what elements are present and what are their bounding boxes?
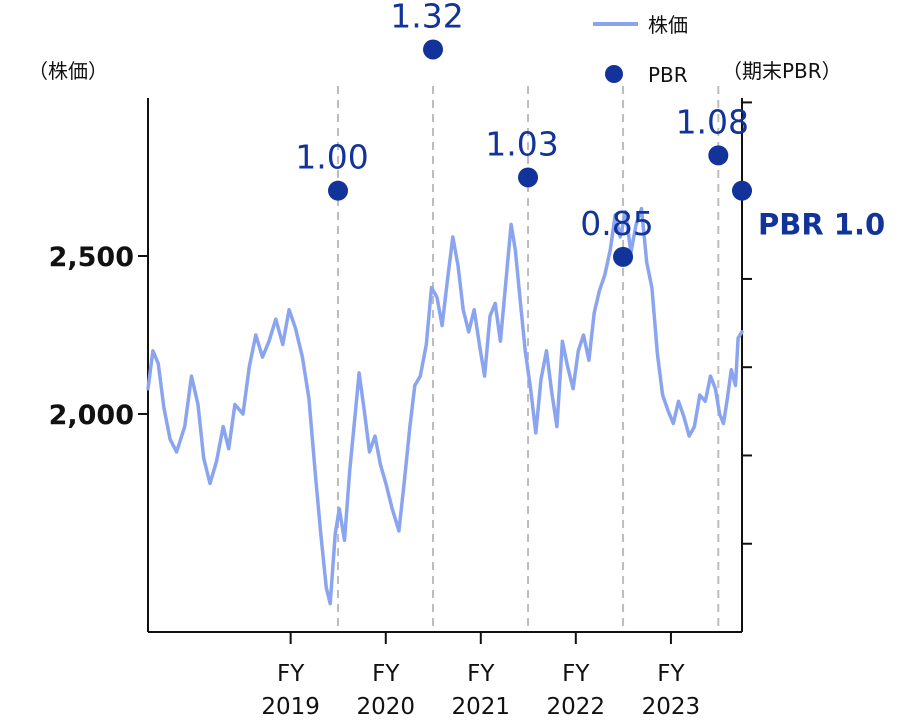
x-tick-year-4: 2023 — [642, 694, 701, 720]
pbr-marker-3 — [613, 246, 634, 267]
pbr-label-1: 1.32 — [390, 0, 463, 35]
price-line — [146, 206, 744, 606]
legend-price-label: 株価 — [648, 13, 688, 37]
x-tick-fy-1: FY — [372, 661, 400, 687]
x-axis-ticks: FY 2019 FY 2020 FY 2021 FY 2022 FY 2023 — [261, 632, 700, 720]
pbr-markers-layer: 1.00 1.32 1.03 0.85 1.08 PBR 1.0 — [295, 0, 885, 267]
right-axis-label: （期末PBR） — [722, 59, 842, 83]
x-tick-year-2: 2021 — [452, 694, 511, 720]
pbr-marker-2 — [518, 167, 539, 188]
left-axis-ticks: 2,500 2,000 — [49, 242, 148, 431]
legend-pbr-swatch — [605, 65, 623, 83]
pbr-marker-1 — [423, 39, 444, 60]
pbr-current-label: PBR 1.0 — [758, 208, 885, 242]
left-axis-label: （株価） — [28, 59, 108, 83]
x-tick-year-3: 2022 — [547, 694, 606, 720]
left-tick-label-1: 2,000 — [49, 400, 134, 431]
legend-pbr-label: PBR — [648, 63, 688, 87]
pbr-label-2: 1.03 — [485, 124, 558, 163]
pbr-label-0: 1.00 — [295, 138, 368, 177]
x-tick-fy-2: FY — [467, 661, 495, 687]
x-tick-fy-0: FY — [277, 661, 305, 687]
pbr-label-3: 0.85 — [580, 204, 653, 243]
pbr-marker-4 — [708, 145, 729, 166]
x-tick-fy-4: FY — [657, 661, 685, 687]
x-tick-year-1: 2020 — [357, 694, 416, 720]
pbr-marker-0 — [328, 180, 349, 201]
price-line-layer — [146, 206, 744, 606]
x-tick-fy-3: FY — [562, 661, 590, 687]
legend: 株価 PBR — [593, 13, 688, 87]
pbr-label-4: 1.08 — [676, 102, 749, 141]
right-axis-ticks — [742, 101, 752, 545]
pbr-current-marker — [732, 180, 752, 201]
left-tick-label-0: 2,500 — [49, 242, 134, 273]
x-tick-year-0: 2019 — [261, 694, 320, 720]
